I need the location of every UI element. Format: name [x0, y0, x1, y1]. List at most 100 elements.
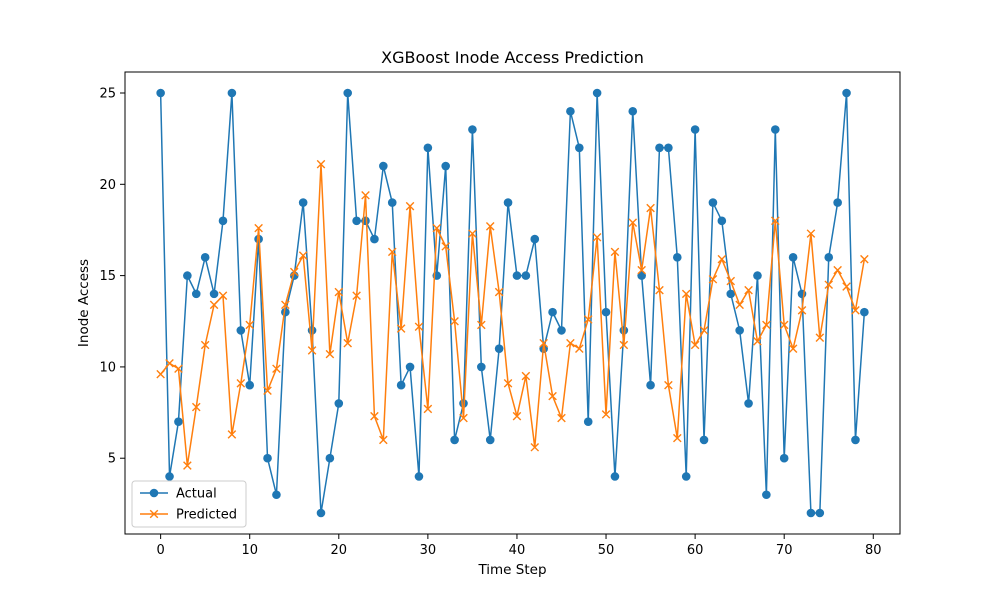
data-point-actual [200, 253, 210, 262]
data-point-predicted [762, 320, 771, 330]
data-point-actual [165, 472, 174, 481]
data-point-actual [744, 399, 753, 408]
data-point-actual [227, 88, 237, 98]
data-point-predicted [744, 285, 753, 295]
data-point-predicted [699, 326, 709, 335]
data-point-predicted [200, 340, 210, 350]
plot-area [156, 88, 869, 518]
data-point-actual [494, 344, 504, 353]
data-point-predicted [414, 322, 424, 332]
data-point-actual [770, 125, 780, 134]
data-point-actual [726, 289, 736, 299]
data-point-predicted [485, 222, 495, 231]
data-point-predicted [770, 216, 780, 226]
data-point-predicted [557, 413, 566, 423]
data-point-predicted [236, 379, 246, 388]
data-point-predicted [441, 242, 450, 251]
data-point-actual [530, 234, 540, 244]
data-point-actual [557, 326, 566, 335]
data-point-actual [156, 88, 165, 98]
data-point-actual [245, 380, 255, 390]
x-tick-label: 80 [865, 543, 882, 558]
data-point-actual [379, 161, 388, 171]
data-point-predicted [779, 320, 789, 330]
data-point-actual [352, 216, 361, 226]
data-point-predicted [209, 300, 219, 310]
y-axis-label: Inode Access [76, 259, 92, 347]
data-point-actual [690, 125, 700, 134]
data-point-actual [762, 490, 771, 500]
x-axis-label: Time Step [477, 562, 546, 578]
data-point-predicted [690, 340, 700, 350]
data-point-predicted [583, 315, 593, 324]
data-point-predicted [183, 461, 192, 470]
data-point-actual [307, 326, 317, 335]
data-point-predicted [566, 338, 575, 348]
data-point-actual [806, 508, 816, 518]
data-point-predicted [673, 433, 682, 443]
data-point-predicted [468, 229, 477, 238]
data-point-actual [566, 106, 575, 116]
data-point-actual [583, 417, 593, 426]
legend-item-predicted: Predicted [140, 508, 237, 523]
data-point-predicted [218, 291, 228, 300]
data-point-predicted [860, 254, 869, 264]
data-point-actual [842, 88, 851, 98]
data-point-predicted [289, 267, 299, 277]
data-point-predicted [272, 364, 281, 374]
data-point-actual [191, 289, 201, 299]
axes: 0 10 20 30 40 50 60 70 80 5 10 15 20 25 [99, 71, 901, 558]
data-point-predicted [477, 320, 486, 330]
data-point-actual [325, 453, 335, 463]
data-point-predicted [281, 300, 290, 310]
data-point-actual [717, 216, 727, 226]
axes-frame [124, 71, 901, 535]
x-tick-label: 30 [420, 543, 437, 558]
x-tick-label: 60 [687, 543, 704, 558]
data-point-actual [405, 362, 415, 372]
chart-title: XGBoost Inode Access Prediction [381, 48, 644, 67]
data-point-actual [209, 289, 219, 299]
data-point-actual [396, 380, 406, 390]
data-point-actual [735, 326, 744, 335]
data-point-predicted [664, 380, 673, 390]
data-point-predicted [352, 291, 361, 300]
data-point-actual [779, 453, 789, 463]
data-point-predicted [307, 346, 317, 355]
data-point-predicted [797, 306, 807, 315]
data-point-actual [298, 198, 308, 207]
legend-label: Predicted [176, 508, 237, 523]
data-point-predicted [370, 411, 379, 421]
data-point-actual [174, 417, 183, 426]
data-point-actual [414, 472, 424, 481]
data-point-predicted [245, 320, 255, 330]
x-tick-label: 20 [331, 543, 348, 558]
data-point-predicted [824, 280, 834, 290]
data-point-actual [824, 253, 834, 262]
data-point-actual [468, 125, 477, 134]
data-point-actual [218, 216, 228, 226]
data-point-actual [788, 253, 798, 262]
data-point-predicted [165, 358, 174, 368]
data-point-predicted [851, 306, 860, 315]
data-point-actual [575, 143, 584, 153]
data-point-predicted [379, 435, 388, 445]
legend-label: Actual [176, 487, 217, 502]
data-point-actual [610, 472, 620, 481]
data-point-predicted [539, 338, 548, 348]
data-point-predicted [833, 265, 842, 275]
data-point-actual [833, 198, 842, 207]
data-point-actual [601, 307, 611, 317]
data-point-predicted [655, 285, 664, 295]
data-point-predicted [646, 203, 655, 213]
data-point-actual [619, 326, 629, 335]
data-point-actual [699, 435, 709, 445]
data-point-actual [681, 472, 691, 481]
data-point-predicted [717, 254, 727, 264]
data-point-predicted [387, 247, 397, 257]
data-point-predicted [548, 391, 557, 401]
data-point-predicted [325, 349, 335, 359]
data-point-predicted [316, 159, 326, 169]
data-point-predicted [592, 232, 602, 242]
data-point-predicted [494, 287, 504, 297]
